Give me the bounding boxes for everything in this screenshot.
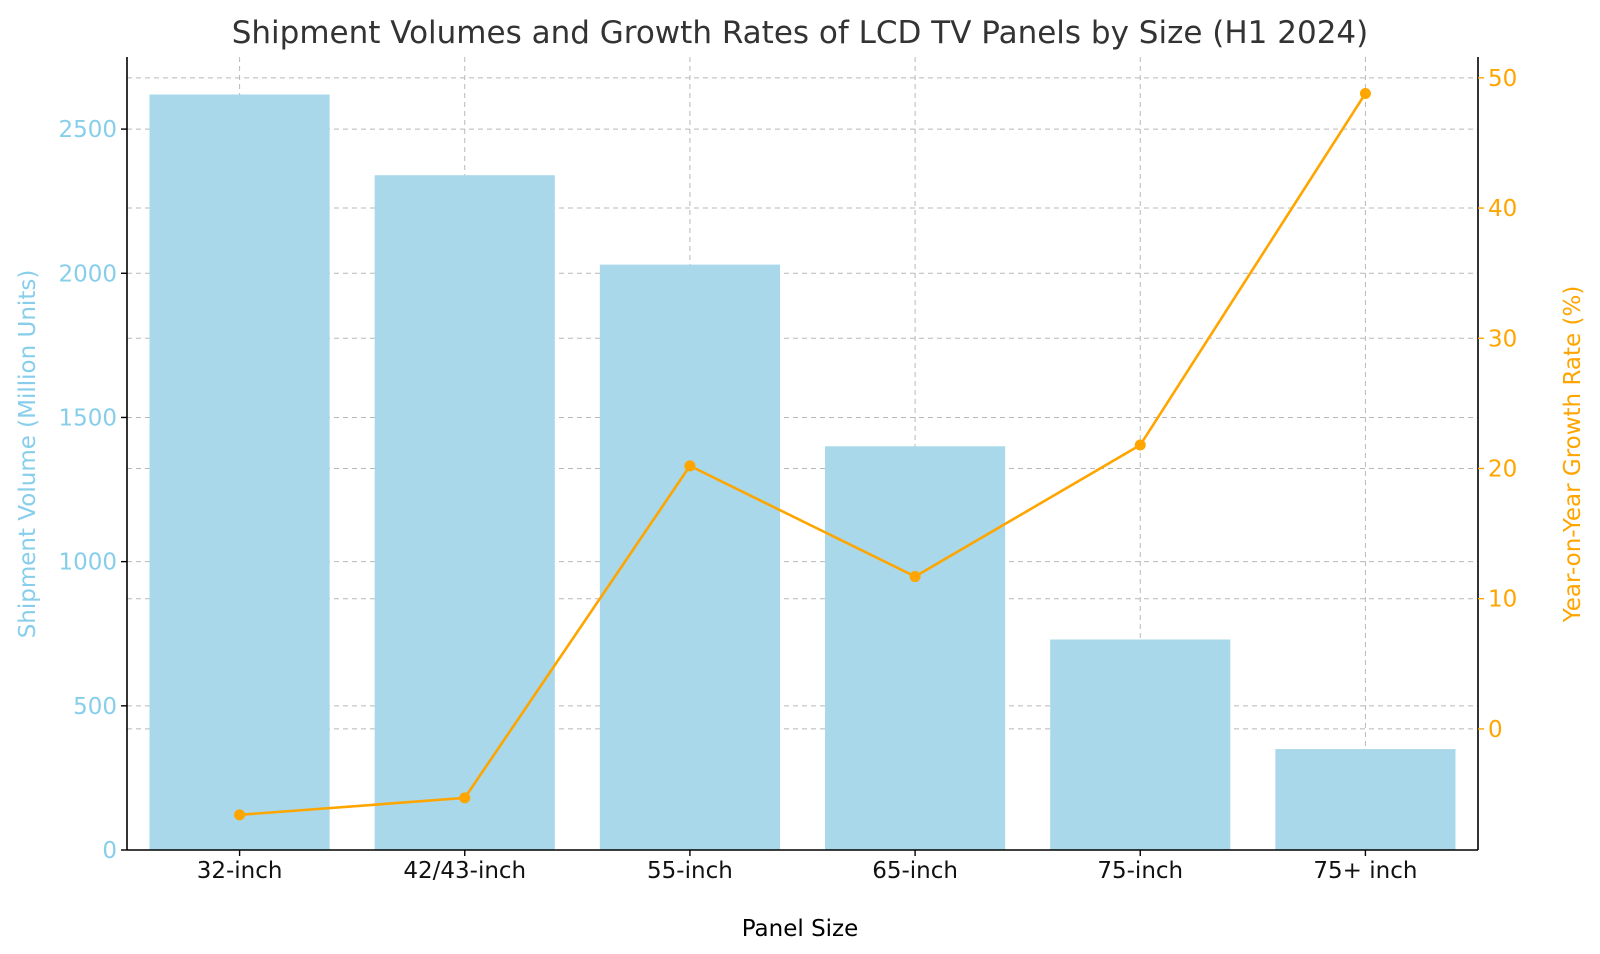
growth-rate-point	[1359, 87, 1371, 99]
x-tick-label: 55-inch	[647, 858, 733, 884]
growth-rate-point	[1134, 439, 1146, 451]
x-axis-label: Panel Size	[742, 916, 859, 942]
x-tick-label: 75+ inch	[1313, 858, 1417, 884]
growth-rate-point	[459, 792, 471, 804]
bar	[1275, 749, 1456, 850]
bar	[374, 175, 555, 850]
y-axis-label: Shipment Volume (Million Units)	[15, 270, 41, 639]
y-tick-label: 500	[73, 694, 117, 720]
y2-tick-label: 30	[1488, 326, 1517, 352]
growth-rate-point	[909, 571, 921, 583]
y2-tick-label: 20	[1488, 456, 1517, 482]
axes-layer: 0 500 1000 1500 2000 2500 0 10 20 30 40 50 32-inch 42…	[58, 57, 1517, 884]
y2-tick-label: 50	[1488, 66, 1517, 92]
growth-rate-line	[239, 92, 1367, 817]
bar	[1050, 639, 1231, 850]
bars-layer	[149, 94, 1456, 850]
chart-title: Shipment Volumes and Growth Rates of LCD…	[232, 15, 1369, 51]
bar	[825, 446, 1006, 850]
y2-axis-label: Year-on-Year Growth Rate (%)	[1560, 286, 1586, 624]
y2-tick-label: 0	[1488, 717, 1503, 743]
bar	[149, 94, 330, 850]
growth-rate-point	[684, 460, 696, 472]
x-tick-label: 42/43-inch	[403, 858, 526, 884]
bar	[599, 264, 780, 850]
x-tick-label: 65-inch	[872, 858, 958, 884]
y2-tick-label: 40	[1488, 196, 1517, 222]
y-tick-label: 2000	[58, 261, 117, 287]
y-tick-label: 2500	[58, 117, 117, 143]
x-tick-label: 32-inch	[197, 858, 283, 884]
x-tick-label: 75-inch	[1097, 858, 1183, 884]
y-tick-label: 1500	[58, 405, 117, 431]
growth-rate-point	[234, 809, 246, 821]
line-layer	[234, 87, 1371, 821]
y-tick-label: 1000	[58, 550, 117, 576]
y2-tick-label: 10	[1488, 587, 1517, 613]
y-tick-label: 0	[102, 838, 117, 864]
